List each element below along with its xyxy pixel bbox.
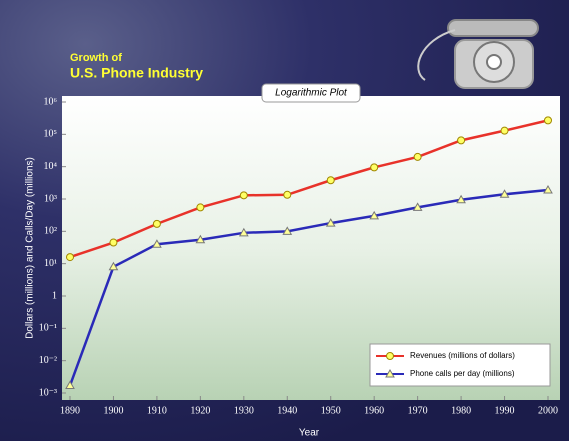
x-tick-label: 1960 — [364, 405, 384, 416]
marker — [325, 218, 336, 227]
marker — [108, 261, 119, 271]
marker — [152, 239, 162, 248]
marker — [326, 176, 335, 185]
y-tick-label: 10³ — [44, 193, 57, 204]
phone-icon — [417, 19, 539, 89]
marker — [196, 203, 205, 212]
marker — [66, 253, 74, 262]
y-tick-label: 1 — [52, 290, 57, 301]
x-tick-label: 1920 — [190, 405, 210, 416]
x-tick-label: 1970 — [408, 405, 428, 416]
series-line — [69, 119, 549, 259]
marker — [65, 380, 75, 390]
marker — [412, 202, 423, 211]
marker — [283, 190, 292, 199]
marker — [543, 184, 553, 194]
marker — [109, 238, 118, 247]
y-axis-label: Dollars (millions) and Calls/Day (millio… — [25, 157, 36, 339]
marker — [152, 219, 161, 228]
series-line — [68, 188, 549, 386]
marker — [370, 163, 379, 172]
y-tick-label: 10⁻² — [39, 355, 57, 366]
legend-box — [369, 343, 551, 387]
marker — [282, 226, 293, 235]
chart-subtitle: U.S. Phone Industry — [70, 65, 203, 81]
plot-label-box — [261, 83, 361, 103]
y-tick-label: 10⁵ — [44, 129, 58, 140]
x-tick-label: 1950 — [321, 405, 341, 416]
y-tick-label: 10² — [44, 226, 57, 237]
y-tick-label: 10⁴ — [44, 161, 58, 172]
x-tick-label: 1910 — [147, 405, 167, 416]
marker — [544, 116, 552, 125]
y-tick-label: 10⁻¹ — [39, 323, 57, 334]
chart-title: Growth of — [70, 52, 122, 64]
x-tick-label: 1890 — [60, 405, 80, 416]
marker — [239, 191, 248, 200]
legend: Revenues (millions of dollars) Phone call… — [369, 343, 551, 387]
marker — [369, 210, 380, 220]
marker — [456, 194, 466, 204]
legend-marker — [386, 352, 394, 360]
marker — [238, 227, 249, 237]
x-tick-label: 1900 — [103, 405, 123, 416]
x-tick-label: 1990 — [495, 405, 515, 416]
x-tick-label: 1930 — [234, 405, 254, 416]
legend-label: Phone calls per day (millions) — [410, 369, 515, 378]
x-axis-label: Year — [299, 428, 320, 439]
marker — [413, 152, 422, 161]
marker — [500, 126, 509, 135]
y-tick-label: 10⁶ — [44, 96, 58, 107]
x-tick-label: 1940 — [277, 405, 297, 416]
x-tick-label: 1980 — [451, 405, 471, 416]
y-tick-label: 10¹ — [44, 258, 57, 269]
marker — [457, 136, 466, 145]
marker — [499, 189, 510, 198]
marker — [195, 234, 206, 244]
x-tick-label: 2000 — [538, 405, 558, 416]
legend-label: Revenues (millions of dollars) — [410, 351, 515, 360]
plot-label: Logarithmic Plot — [275, 88, 348, 99]
legend-marker — [385, 368, 395, 378]
y-tick-label: 10⁻³ — [39, 387, 57, 398]
